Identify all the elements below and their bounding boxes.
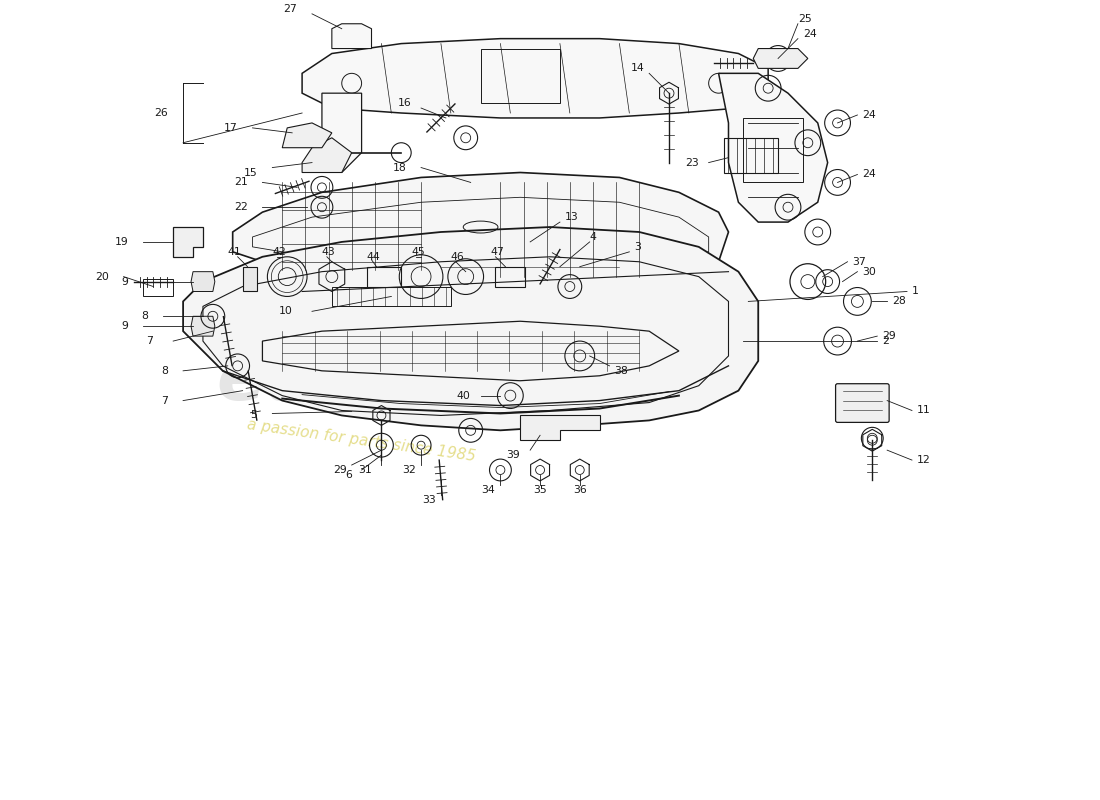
Text: europes: europes [217,346,546,415]
Polygon shape [302,138,352,173]
Polygon shape [173,227,202,257]
FancyBboxPatch shape [836,384,889,422]
Text: 29: 29 [333,465,346,475]
Text: 8: 8 [142,311,148,322]
Text: 31: 31 [358,465,372,475]
Polygon shape [283,123,332,148]
Bar [744,118,803,182]
Text: 36: 36 [573,485,586,495]
Bar [366,266,402,286]
Text: 12: 12 [917,455,931,465]
Text: 1: 1 [912,286,918,297]
Text: 8: 8 [162,366,168,376]
Text: 19: 19 [114,237,129,247]
Text: 9: 9 [122,322,129,331]
Text: 9: 9 [122,277,129,286]
Text: 13: 13 [565,212,579,222]
Text: 18: 18 [393,162,406,173]
Polygon shape [243,266,257,291]
Text: 7: 7 [146,336,153,346]
Text: 35: 35 [534,485,547,495]
Bar [724,138,778,173]
Text: 41: 41 [228,247,242,257]
Text: 44: 44 [366,252,381,262]
Text: 22: 22 [234,202,248,212]
Text: 24: 24 [803,29,816,38]
Text: 16: 16 [397,98,411,108]
Text: 17: 17 [224,123,238,133]
Text: 27: 27 [284,4,297,14]
Polygon shape [718,74,827,222]
Text: 29: 29 [882,331,895,341]
Text: 4: 4 [590,232,596,242]
Polygon shape [183,227,758,430]
Polygon shape [322,93,362,173]
Text: 2: 2 [882,336,889,346]
Text: 11: 11 [917,406,931,415]
Text: 24: 24 [862,170,876,179]
Text: 43: 43 [322,247,335,257]
Text: 21: 21 [234,178,248,187]
Text: 37: 37 [852,257,866,266]
Text: a passion for parts since 1985: a passion for parts since 1985 [246,417,477,464]
Text: 7: 7 [162,395,168,406]
Text: 25: 25 [798,14,812,24]
Polygon shape [233,173,728,282]
Text: 28: 28 [892,297,906,306]
Text: 46: 46 [451,252,464,262]
Text: 32: 32 [403,465,416,475]
Bar [481,49,560,103]
Polygon shape [754,49,807,68]
Text: 30: 30 [862,266,877,277]
Bar [143,278,173,297]
Text: 47: 47 [491,247,504,257]
Text: 5: 5 [251,410,257,421]
Text: 26: 26 [154,108,168,118]
Text: 38: 38 [615,366,628,376]
Text: 14: 14 [630,63,645,74]
Text: 3: 3 [635,242,641,252]
Text: 40: 40 [456,390,471,401]
Text: 10: 10 [278,306,293,316]
Polygon shape [302,38,768,118]
Text: 20: 20 [95,272,109,282]
Text: 23: 23 [685,158,698,167]
Polygon shape [520,415,600,440]
Text: 34: 34 [482,485,495,495]
Text: 42: 42 [273,247,286,257]
Text: 39: 39 [506,450,520,460]
Polygon shape [191,316,214,336]
Polygon shape [191,272,214,291]
Bar [332,286,451,306]
Text: 24: 24 [862,110,876,120]
Text: 45: 45 [411,247,425,257]
Text: 15: 15 [244,167,257,178]
Text: 33: 33 [422,494,436,505]
Polygon shape [332,24,372,49]
Bar [495,266,525,286]
Text: 6: 6 [344,470,352,480]
